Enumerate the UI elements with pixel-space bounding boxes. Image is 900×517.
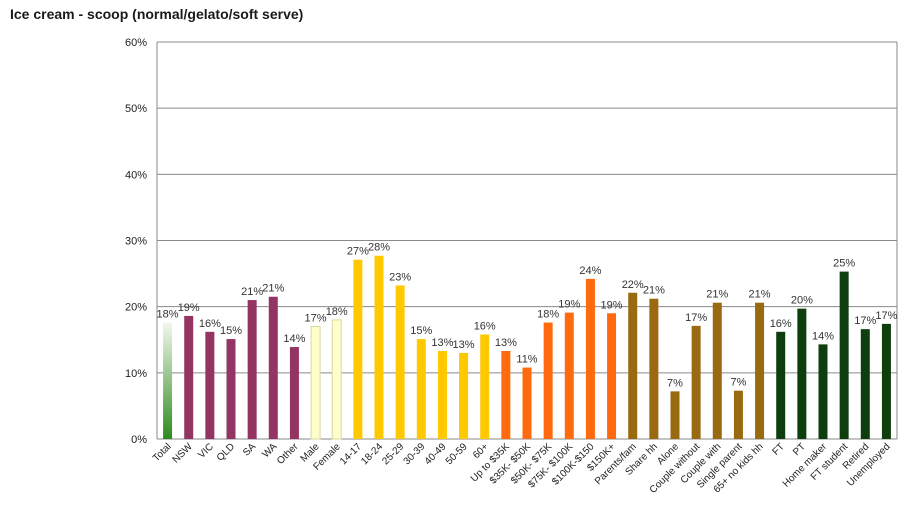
data-label: 25% [833,258,855,270]
data-labels: 18%19%16%15%21% 21%14%17%18%27% 28%23%15%1… [157,242,898,390]
data-label: 18% [537,309,559,321]
x-tick-label: QLD [215,441,237,463]
data-label: 13% [453,339,475,351]
bar [184,315,194,439]
data-label: 21% [706,289,728,301]
data-label: 28% [368,242,390,254]
data-label: 19% [601,299,623,311]
bar [437,350,447,439]
y-tick-label: 30% [125,236,147,248]
data-label: 13% [431,337,453,349]
data-label: 24% [579,265,601,277]
bar [331,319,342,440]
data-label: 17% [305,313,327,325]
data-label: 15% [410,325,432,337]
y-tick-label: 60% [125,37,147,49]
bar [776,331,786,439]
data-label: 18% [157,309,179,321]
bar [459,352,469,439]
bar [480,334,490,439]
x-tick-label: 25-29 [380,441,406,467]
data-label: 17% [875,310,897,322]
bar [543,322,553,439]
bar [585,278,595,439]
data-label: 17% [685,312,707,324]
y-tick-labels: 0% 10% 20% 30% 40% 50% 60% [125,37,147,446]
bar [881,323,891,439]
data-label: 27% [347,246,369,258]
bar [628,292,638,439]
x-tick-label: Other [275,441,301,467]
x-tick-label: 40-49 [423,441,449,467]
x-tick-label: 18-24 [359,441,385,467]
data-label: 18% [326,306,348,318]
bar [353,259,363,439]
data-label: 15% [220,325,242,337]
chart-title: Ice cream - scoop (normal/gelato/soft se… [10,6,304,22]
data-label: 16% [474,320,496,332]
data-label: 21% [262,283,284,295]
data-label: 23% [389,271,411,283]
bar [860,329,870,439]
y-tick-label: 20% [125,302,147,314]
bar [205,331,215,439]
x-tick-label: 30-39 [402,441,428,467]
bar [839,271,849,439]
bar [268,296,278,439]
bar [712,302,722,439]
data-label: 11% [516,354,537,366]
data-label: 14% [812,330,834,342]
x-tick-label: Total [151,441,174,464]
data-label: 13% [495,337,517,349]
bar [310,326,321,440]
x-tick-label: VIC [196,441,216,461]
bar [797,308,807,439]
data-label: 16% [770,318,792,330]
bar [416,339,426,439]
data-label: 16% [199,318,221,330]
y-tick-label: 50% [125,103,147,115]
bar [691,325,701,439]
data-label: 21% [643,285,665,297]
bar [247,300,257,439]
bar [163,322,173,439]
x-tick-label: SA [241,441,258,458]
bars [163,255,891,440]
bar [818,344,828,439]
bar [564,312,574,439]
y-tick-label: 40% [125,169,147,181]
data-label: 20% [791,295,813,307]
data-label: 21% [241,286,263,298]
data-label: 7% [667,377,683,389]
bar [374,255,384,439]
data-label: 7% [730,377,746,389]
data-label: 17% [854,315,876,327]
bar [733,390,743,439]
bar [522,367,532,439]
y-tick-label: 0% [131,434,147,446]
bar [607,313,617,439]
bar [649,298,659,439]
x-tick-label: FT [770,441,786,457]
bar [501,350,511,439]
bar [226,339,236,439]
x-tick-label: 14-17 [338,441,364,467]
data-label: 14% [283,333,305,345]
bar [755,302,765,439]
x-tick-label: PT [791,441,808,458]
bar [670,391,680,439]
data-label: 19% [178,302,200,314]
data-label: 19% [558,299,580,311]
data-label: 22% [622,279,644,291]
bar [395,285,405,439]
x-tick-label: NSW [171,441,196,466]
x-tick-label: 50-59 [444,441,470,467]
data-label: 21% [749,289,771,301]
y-tick-label: 10% [125,368,147,380]
bar [289,347,299,439]
